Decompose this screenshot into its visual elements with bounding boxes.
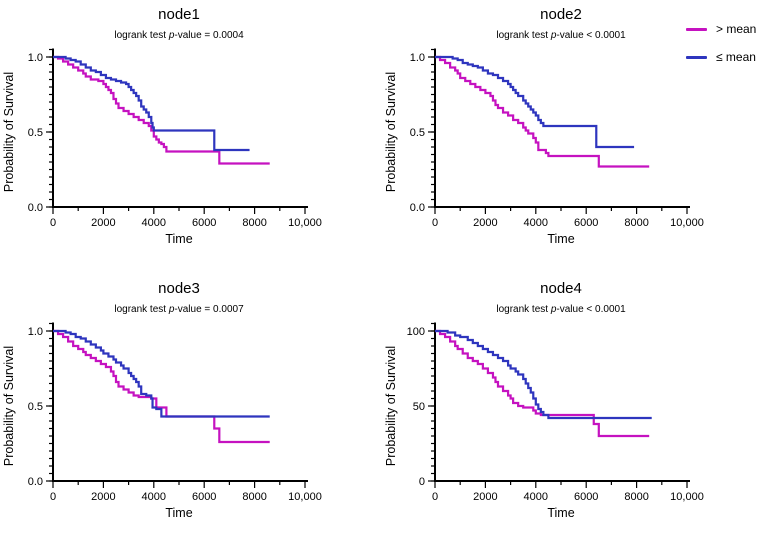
km-curve-gt-mean (435, 55, 650, 168)
legend-item-gt-mean: > mean (686, 20, 756, 38)
x-tick-label: 0 (432, 491, 438, 503)
km-curve-le-mean (53, 55, 250, 152)
x-tick-label: 6000 (192, 217, 216, 229)
le-mean-line-swatch-icon (686, 55, 707, 59)
km-chart-node1: node1 logrank test p-value = 0.0004 0.0 0.5… (2, 6, 322, 246)
legend-item-le-mean: ≤ mean (686, 48, 756, 66)
x-tick-label: 8000 (242, 217, 266, 229)
y-tick-label: 1.0 (28, 52, 43, 64)
chart-panel-node2: node2 logrank test p-value < 0.0001 0.0 0.5… (382, 0, 764, 273)
y-tick-label: 50 (413, 401, 425, 413)
y-axis-label: Probability of Survival (2, 72, 16, 192)
x-tick-label: 10,000 (670, 217, 704, 229)
chart-subtitle: logrank test p-value = 0.0007 (114, 304, 244, 315)
y-tick-label: 0.0 (410, 202, 425, 214)
axes (434, 322, 690, 482)
x-tick-label: 2000 (473, 217, 497, 229)
km-curve-gt-mean (53, 55, 270, 165)
km-curve-le-mean (435, 329, 652, 420)
y-tick-label: 0 (419, 476, 425, 488)
x-tick-label: 6000 (574, 491, 598, 503)
chart-title: node1 (158, 6, 200, 23)
y-axis-label: Probability of Survival (2, 346, 16, 466)
x-axis-label: Time (165, 506, 192, 520)
y-axis-label: Probability of Survival (384, 346, 398, 466)
legend: > mean ≤ mean (686, 20, 756, 76)
chart-panel-node3: node3 logrank test p-value = 0.0007 0.0 0.5… (0, 274, 382, 547)
x-tick-label: 4000 (524, 217, 548, 229)
x-tick-label: 4000 (142, 491, 166, 503)
y-tick-label: 100 (407, 326, 425, 338)
tick-marks (46, 48, 306, 214)
gt-mean-line-swatch-icon (686, 27, 707, 31)
y-tick-label: 1.0 (410, 52, 425, 64)
x-tick-label: 6000 (574, 217, 598, 229)
y-tick-label: 0.5 (28, 401, 43, 413)
tick-marks (428, 48, 688, 214)
y-tick-label: 0.5 (28, 127, 43, 139)
axes (434, 48, 690, 208)
y-tick-label: 0.5 (410, 127, 425, 139)
tick-marks (46, 322, 306, 488)
x-tick-label: 0 (50, 491, 56, 503)
chart-subtitle: logrank test p-value < 0.0001 (496, 30, 626, 41)
y-tick-label: 0.0 (28, 202, 43, 214)
chart-subtitle: logrank test p-value = 0.0004 (114, 30, 244, 41)
chart-panel-node4: node4 logrank test p-value < 0.0001 0 50 100… (382, 274, 764, 547)
y-axis-label: Probability of Survival (384, 72, 398, 192)
x-tick-label: 8000 (624, 217, 648, 229)
x-tick-label: 2000 (473, 491, 497, 503)
chart-title: node3 (158, 280, 200, 297)
x-tick-label: 2000 (91, 491, 115, 503)
x-tick-label: 8000 (624, 491, 648, 503)
km-chart-node2: node2 logrank test p-value < 0.0001 0.0 0.5… (384, 6, 704, 246)
x-tick-label: 6000 (192, 491, 216, 503)
km-chart-node3: node3 logrank test p-value = 0.0007 0.0 0.5… (2, 280, 322, 520)
legend-label-gt-mean: > mean (716, 22, 757, 36)
tick-marks (428, 322, 688, 488)
x-axis-label: Time (547, 232, 574, 246)
x-axis-label: Time (547, 506, 574, 520)
x-tick-label: 4000 (142, 217, 166, 229)
axes (52, 48, 308, 208)
km-chart-node4: node4 logrank test p-value < 0.0001 0 50 100… (384, 280, 704, 520)
km-curve-le-mean (53, 329, 270, 418)
chart-title: node4 (540, 280, 582, 297)
km-curve-gt-mean (53, 329, 270, 444)
x-axis-label: Time (165, 232, 192, 246)
x-tick-label: 10,000 (288, 491, 322, 503)
legend-label-le-mean: ≤ mean (716, 50, 756, 64)
chart-title: node2 (540, 6, 582, 23)
x-tick-label: 2000 (91, 217, 115, 229)
axes (52, 322, 308, 482)
x-tick-label: 4000 (524, 491, 548, 503)
y-tick-label: 1.0 (28, 326, 43, 338)
x-tick-label: 8000 (242, 491, 266, 503)
y-tick-label: 0.0 (28, 476, 43, 488)
km-curve-gt-mean (435, 329, 650, 438)
x-tick-label: 0 (432, 217, 438, 229)
x-tick-label: 10,000 (670, 491, 704, 503)
chart-subtitle: logrank test p-value < 0.0001 (496, 304, 626, 315)
x-tick-label: 10,000 (288, 217, 322, 229)
km-curve-le-mean (435, 55, 635, 149)
x-tick-label: 0 (50, 217, 56, 229)
chart-panel-node1: node1 logrank test p-value = 0.0004 0.0 0.5… (0, 0, 382, 273)
